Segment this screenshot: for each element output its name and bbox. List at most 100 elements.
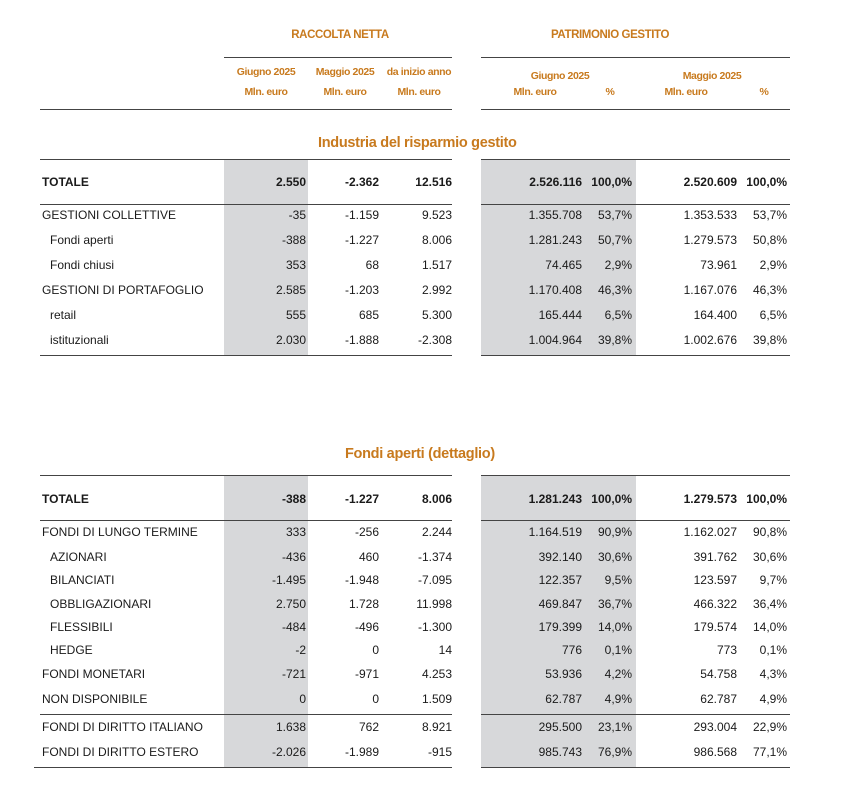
row-s1-4-value-4: 6,5%	[604, 308, 632, 322]
row-s1-5-label: istituzionali	[50, 333, 109, 347]
section-title-industria: Industria del risparmio gestito	[318, 135, 517, 151]
col-header-pat-maggio-unit: Mln. euro	[664, 86, 708, 98]
row-s2-8-value-6: 22,9%	[752, 720, 787, 734]
row-s2-5-value-1: 0	[372, 643, 379, 657]
row-s2-3-value-4: 36,7%	[597, 597, 632, 611]
row-s2-3-value-5: 466.322	[693, 597, 737, 611]
col-header-pat-giugno: Giugno 2025	[530, 70, 590, 82]
row-s1-4-value-5: 164.400	[693, 308, 737, 322]
row-s1-3-value-4: 46,3%	[597, 283, 632, 297]
row-s2-3-value-1: 1.728	[348, 597, 379, 611]
row-s2-8-value-1: 762	[358, 720, 379, 734]
section2-mid-rule-right	[481, 714, 790, 715]
row-s2-3-value-3: 469.847	[538, 597, 582, 611]
row-s1-0-value-5: 1.353.533	[683, 208, 737, 222]
row-s1-4-value-0: 555	[285, 308, 306, 322]
col-header-pat-giugno-pct: %	[605, 86, 615, 98]
row-s2-5-value-6: 0,1%	[759, 643, 787, 657]
row-s2-0-value-2: 2.244	[421, 525, 452, 539]
row-totale-s2-value-1: -1.227	[344, 492, 379, 506]
row-totale-s1-value-1: -2.362	[344, 175, 379, 189]
row-s2-5-value-2: 14	[438, 643, 452, 657]
row-s1-2-value-2: 1.517	[421, 258, 452, 272]
row-s1-0-value-6: 53,7%	[752, 208, 787, 222]
row-s1-3-value-6: 46,3%	[752, 283, 787, 297]
row-totale-s1-value-5: 2.520.609	[683, 175, 737, 189]
row-s2-0-value-3: 1.164.519	[528, 525, 582, 539]
row-s2-8-value-3: 295.500	[538, 720, 582, 734]
section2-top-rule	[40, 475, 452, 476]
section1-bottom-rule	[40, 355, 452, 356]
row-s2-3-value-0: 2.750	[275, 597, 306, 611]
row-s2-1-value-3: 392.140	[538, 550, 582, 564]
row-s2-9-value-0: -2.026	[271, 745, 306, 759]
shade-col-patrimonio-s1	[481, 160, 636, 355]
row-s2-5-value-5: 773	[716, 643, 737, 657]
row-s1-0-value-2: 9.523	[421, 208, 452, 222]
row-s1-4-label: retail	[50, 308, 77, 322]
row-s1-2-value-0: 353	[285, 258, 306, 272]
section2-mid-rule	[40, 714, 452, 715]
section1-total-rule-right	[481, 204, 790, 205]
row-totale-s2-value-5: 1.279.573	[683, 492, 737, 506]
row-totale-s1-value-2: 12.516	[415, 175, 452, 189]
header-bottom-rule	[40, 109, 452, 110]
row-s1-3-value-0: 2.585	[275, 283, 306, 297]
row-s2-2-value-0: -1.495	[271, 573, 306, 587]
row-s1-5-value-6: 39,8%	[752, 333, 787, 347]
row-s2-9-value-5: 986.568	[693, 745, 737, 759]
row-totale-s1-value-0: 2.550	[275, 175, 306, 189]
row-s1-2-value-1: 68	[365, 258, 379, 272]
row-s2-9-value-4: 76,9%	[597, 745, 632, 759]
row-s1-4-value-2: 5.300	[421, 308, 452, 322]
row-s1-0-value-3: 1.355.708	[528, 208, 582, 222]
row-s2-6-value-4: 4,2%	[604, 667, 632, 681]
row-s2-0-value-4: 90,9%	[597, 525, 632, 539]
row-s2-8-value-4: 23,1%	[597, 720, 632, 734]
header-rule-patrimonio	[481, 57, 790, 58]
row-s2-8-label: FONDI DI DIRITTO ITALIANO	[42, 720, 203, 734]
section2-bottom-rule-right	[481, 767, 790, 768]
row-s1-2-value-5: 73.961	[700, 258, 737, 272]
row-s2-6-value-3: 53.936	[545, 667, 582, 681]
row-s2-6-value-6: 4,3%	[759, 667, 787, 681]
row-totale-s2-value-6: 100,0%	[746, 492, 787, 506]
row-s2-1-value-0: -436	[281, 550, 306, 564]
row-s2-7-value-0: 0	[299, 692, 306, 706]
row-s2-2-value-6: 9,7%	[759, 573, 787, 587]
row-s2-9-value-6: 77,1%	[752, 745, 787, 759]
row-totale-s1-value-4: 100,0%	[591, 175, 632, 189]
section1-bottom-rule-right	[481, 355, 790, 356]
row-s1-4-value-1: 685	[358, 308, 379, 322]
row-s2-7-value-1: 0	[372, 692, 379, 706]
row-s2-1-value-6: 30,6%	[752, 550, 787, 564]
section1-top-rule-right	[481, 159, 790, 160]
row-s1-5-value-4: 39,8%	[597, 333, 632, 347]
row-s1-1-value-0: -388	[281, 233, 306, 247]
row-s1-1-label: Fondi aperti	[50, 233, 114, 247]
row-s2-5-value-4: 0,1%	[604, 643, 632, 657]
section-title-fondi-aperti: Fondi aperti (dettaglio)	[345, 446, 495, 462]
row-s2-7-value-3: 62.787	[545, 692, 582, 706]
header-rule-raccolta	[224, 57, 452, 58]
row-s2-7-value-5: 62.787	[700, 692, 737, 706]
row-s2-4-value-1: -496	[354, 620, 379, 634]
row-s1-2-value-3: 74.465	[545, 258, 582, 272]
row-s1-2-label: Fondi chiusi	[50, 258, 115, 272]
row-totale-s1-value-3: 2.526.116	[529, 175, 582, 189]
col-header-giugno-unit: Mln. euro	[244, 86, 288, 98]
row-s1-3-label: GESTIONI DI PORTAFOGLIO	[42, 283, 204, 297]
row-s2-7-value-4: 4,9%	[604, 692, 632, 706]
row-s1-1-value-4: 50,7%	[597, 233, 632, 247]
row-s2-9-value-2: -915	[427, 745, 452, 759]
row-s2-3-label: OBBLIGAZIONARI	[50, 597, 152, 611]
row-s2-2-value-5: 123.597	[693, 573, 737, 587]
row-s2-0-value-6: 90,8%	[752, 525, 787, 539]
section1-top-rule	[40, 159, 452, 160]
section2-top-rule-right	[481, 475, 790, 476]
col-header-inizio-anno: da inizio anno	[386, 66, 452, 78]
row-s2-2-value-4: 9,5%	[604, 573, 632, 587]
row-s1-5-value-1: -1.888	[344, 333, 379, 347]
row-s2-8-value-5: 293.004	[693, 720, 737, 734]
row-s2-5-value-3: 776	[561, 643, 582, 657]
